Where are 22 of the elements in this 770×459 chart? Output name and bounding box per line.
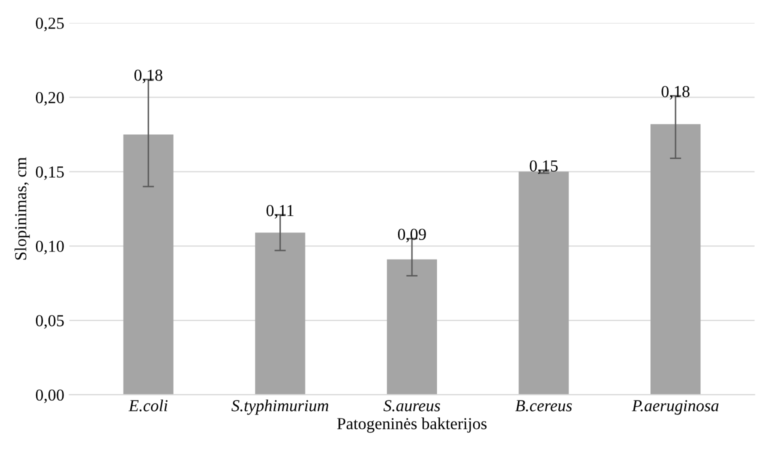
data-label: 0,18 bbox=[662, 86, 690, 100]
data-label: 0,18 bbox=[134, 70, 162, 84]
y-tick-label: 0,05 bbox=[36, 315, 64, 329]
y-tick-label: 0,25 bbox=[36, 18, 64, 32]
data-label: 0,11 bbox=[266, 204, 294, 219]
y-axis-title: Slopinimas, cm bbox=[14, 157, 30, 260]
x-tick-label: E.coli bbox=[128, 400, 168, 412]
data-label: 0,15 bbox=[530, 160, 558, 174]
bar bbox=[386, 259, 437, 395]
x-tick-label: S.typhimurium bbox=[232, 400, 328, 415]
x-tick-label: B.cereus bbox=[515, 400, 572, 412]
y-tick-label: 0,20 bbox=[36, 92, 64, 106]
bar bbox=[650, 124, 701, 395]
y-tick-label: 0,00 bbox=[36, 389, 64, 404]
y-tick-label: 0,10 bbox=[36, 240, 64, 254]
x-tick-label: P.aeruginosa bbox=[632, 400, 718, 415]
data-label: 0,09 bbox=[398, 228, 426, 242]
x-axis-title: Patogeninės bakterijos bbox=[337, 418, 487, 433]
y-tick-label: 0,15 bbox=[36, 166, 64, 180]
x-tick-label: S.aureus bbox=[384, 400, 440, 412]
bar bbox=[255, 232, 306, 395]
bar bbox=[123, 134, 174, 395]
